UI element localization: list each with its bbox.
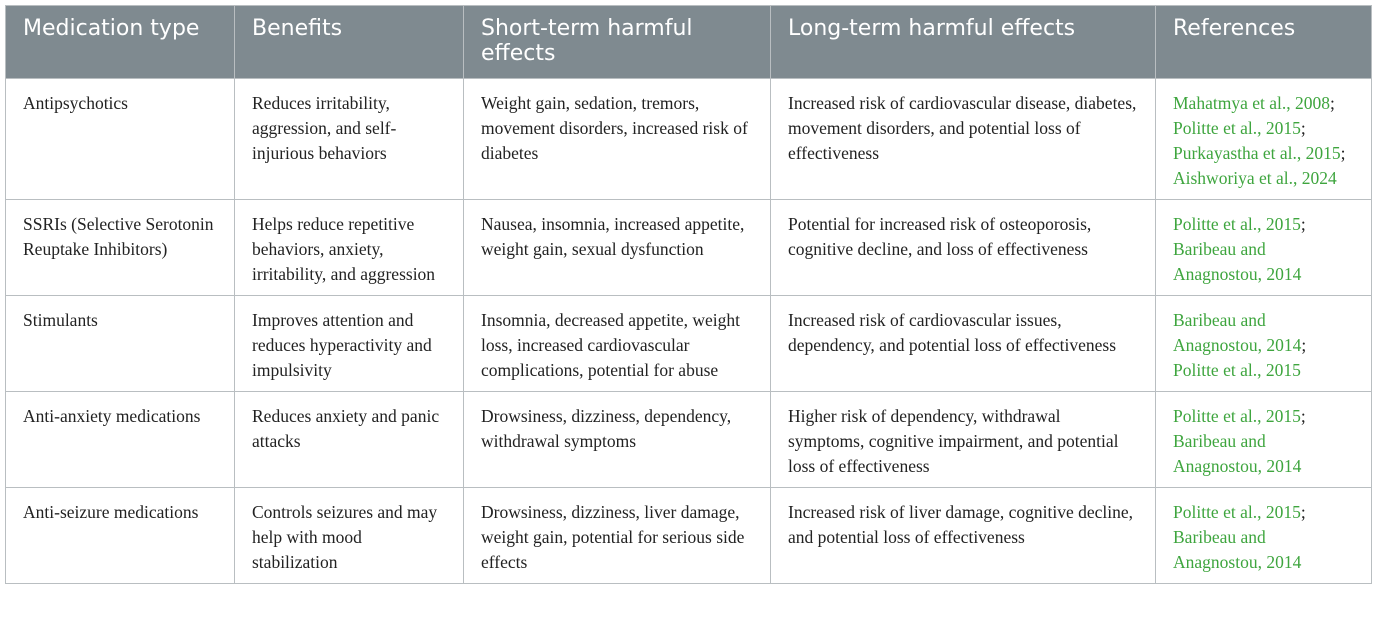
reference-link: Politte et al., 2015 xyxy=(1173,502,1301,522)
references-cell: Politte et al., 2015; Baribeau and Anagno… xyxy=(1155,391,1372,488)
reference: Politte et al., 2015; xyxy=(1173,404,1354,429)
references-cell: Politte et al., 2015; Baribeau and Anagno… xyxy=(1155,199,1372,296)
table-row: Anti-anxiety medications Reduces anxiety … xyxy=(5,391,1372,488)
header-cell: Long-term harmful effects xyxy=(770,5,1156,79)
reference: Mahatmya et al., 2008; xyxy=(1173,91,1354,116)
table-cell: Improves attention and reduces hyperacti… xyxy=(234,295,464,392)
reference-link: Politte et al., 2015 xyxy=(1173,214,1301,234)
reference-link: Baribeau and Anagnostou, 2014 xyxy=(1173,431,1302,476)
table-cell: Anti-seizure medications xyxy=(5,487,235,584)
table-cell: Increased risk of liver damage, cognitiv… xyxy=(770,487,1156,584)
reference-separator: ; xyxy=(1300,406,1306,426)
reference-link: Baribeau and Anagnostou, 2014 xyxy=(1173,527,1302,572)
table-cell: Antipsychotics xyxy=(5,78,235,200)
table-row: SSRIs (Selective Serotonin Reuptake Inhi… xyxy=(5,199,1372,296)
medication-table: Medication type Benefits Short-term harmfu… xyxy=(5,5,1372,584)
reference-link: Aishworiya et al., 2024 xyxy=(1173,168,1337,188)
reference: Politte et al., 2015; xyxy=(1173,500,1354,525)
reference-link: Politte et al., 2015 xyxy=(1173,118,1301,138)
reference: Politte et al., 2015; xyxy=(1173,212,1354,237)
table-cell: Increased risk of cardiovascular disease… xyxy=(770,78,1156,200)
table-cell: Insomnia, decreased appetite, weight los… xyxy=(463,295,771,392)
table-cell: Anti-anxiety medications xyxy=(5,391,235,488)
table-cell: Stimulants xyxy=(5,295,235,392)
references-cell: Mahatmya et al., 2008; Politte et al., 20… xyxy=(1155,78,1372,200)
table-cell: SSRIs (Selective Serotonin Reuptake Inhi… xyxy=(5,199,235,296)
table-cell: Helps reduce repetitive behaviors, anxie… xyxy=(234,199,464,296)
table-cell: Higher risk of dependency, withdrawal sy… xyxy=(770,391,1156,488)
header-cell: Short-term harmful effects xyxy=(463,5,771,79)
reference-link: Politte et al., 2015 xyxy=(1173,406,1301,426)
reference-link: Baribeau and Anagnostou, 2014 xyxy=(1173,310,1302,355)
references-cell: Politte et al., 2015; Baribeau and Anagno… xyxy=(1155,487,1372,584)
table-cell: Drowsiness, dizziness, dependency, withd… xyxy=(463,391,771,488)
reference: Politte et al., 2015; xyxy=(1173,116,1354,141)
header-row: Medication type Benefits Short-term harmfu… xyxy=(5,5,1372,79)
reference-separator: ; xyxy=(1300,502,1306,522)
reference-link: Politte et al., 2015 xyxy=(1173,360,1301,380)
reference-separator: ; xyxy=(1301,335,1307,355)
table-cell: Increased risk of cardiovascular issues,… xyxy=(770,295,1156,392)
reference-separator: ; xyxy=(1300,118,1306,138)
header-cell: Medication type xyxy=(5,5,235,79)
references-cell: Baribeau and Anagnostou, 2014; Politte et… xyxy=(1155,295,1372,392)
reference: Purkayastha et al., 2015; xyxy=(1173,141,1354,166)
reference: Baribeau and Anagnostou, 2014 xyxy=(1173,237,1354,287)
table-cell: Nausea, insomnia, increased appetite, we… xyxy=(463,199,771,296)
table-cell: Controls seizures and may help with mood… xyxy=(234,487,464,584)
table-cell: Reduces irritability, aggression, and se… xyxy=(234,78,464,200)
table-row: Antipsychotics Reduces irritability, aggr… xyxy=(5,78,1372,200)
reference: Baribeau and Anagnostou, 2014; xyxy=(1173,308,1354,358)
table-body: Antipsychotics Reduces irritability, aggr… xyxy=(5,78,1372,584)
table-row: Stimulants Improves attention and reduces… xyxy=(5,295,1372,392)
table-cell: Weight gain, sedation, tremors, movement… xyxy=(463,78,771,200)
table-cell: Potential for increased risk of osteopor… xyxy=(770,199,1156,296)
table-cell: Reduces anxiety and panic attacks xyxy=(234,391,464,488)
reference-separator: ; xyxy=(1300,214,1306,234)
reference: Politte et al., 2015 xyxy=(1173,358,1354,383)
reference-link: Baribeau and Anagnostou, 2014 xyxy=(1173,239,1302,284)
reference-link: Mahatmya et al., 2008 xyxy=(1173,93,1330,113)
reference: Aishworiya et al., 2024 xyxy=(1173,166,1354,191)
reference-link: Purkayastha et al., 2015 xyxy=(1173,143,1341,163)
table-row: Anti-seizure medications Controls seizure… xyxy=(5,487,1372,584)
reference-separator: ; xyxy=(1329,93,1335,113)
reference: Baribeau and Anagnostou, 2014 xyxy=(1173,525,1354,575)
reference: Baribeau and Anagnostou, 2014 xyxy=(1173,429,1354,479)
table-cell: Drowsiness, dizziness, liver damage, wei… xyxy=(463,487,771,584)
header-cell: References xyxy=(1155,5,1372,79)
reference-separator: ; xyxy=(1340,143,1346,163)
header-cell: Benefits xyxy=(234,5,464,79)
